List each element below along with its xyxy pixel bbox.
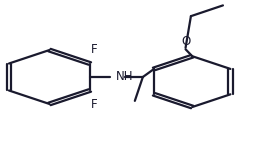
Text: NH: NH	[116, 70, 134, 83]
Text: F: F	[91, 98, 98, 111]
Text: F: F	[91, 43, 98, 56]
Text: O: O	[181, 35, 190, 48]
